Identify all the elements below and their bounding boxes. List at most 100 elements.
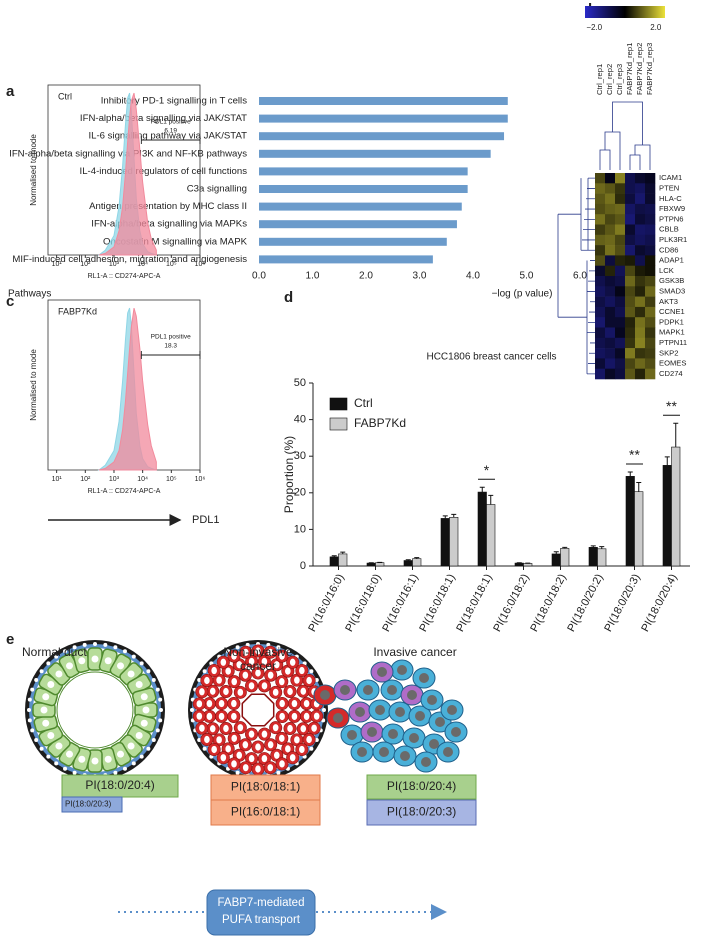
x-tick-label: 10⁵ <box>166 476 177 483</box>
basal-cell <box>151 678 156 683</box>
cell-nucleus <box>196 700 203 708</box>
lumen <box>241 693 275 727</box>
y-axis-title: Normalised to mode <box>29 349 38 421</box>
cell-nucleus <box>261 657 268 666</box>
y-axis-title: Normalised to mode <box>29 134 38 206</box>
heatmap-cell <box>615 296 626 308</box>
bar <box>625 476 635 567</box>
heatmap-cell <box>595 255 606 266</box>
cell-nucleus <box>42 693 50 701</box>
basal-cell <box>39 746 44 751</box>
cell-nucleus <box>300 687 307 695</box>
heatmap-cell <box>605 368 616 380</box>
basal-cell <box>63 649 68 654</box>
cell-nucleus <box>218 699 225 708</box>
bar <box>523 563 533 567</box>
error-bar <box>331 555 337 557</box>
cell-nucleus <box>363 685 373 695</box>
cell-nucleus <box>42 719 50 727</box>
heatmap-cell <box>645 317 656 328</box>
basal-cell <box>46 661 51 666</box>
cell-nucleus <box>220 754 227 762</box>
bar <box>259 220 457 229</box>
heatmap-cell <box>615 214 626 225</box>
cell-nucleus <box>313 712 320 720</box>
bar <box>259 255 433 264</box>
heatmap-cell <box>635 224 646 236</box>
error-bar <box>340 551 346 554</box>
cell-nucleus <box>223 687 229 696</box>
bar <box>366 562 376 567</box>
heatmap-cell <box>595 327 606 339</box>
heatmap-cell <box>615 317 626 328</box>
cell-nucleus <box>261 730 268 738</box>
cell-nucleus <box>294 676 300 684</box>
cell-nucleus <box>237 688 244 696</box>
heatmap-cell <box>645 183 656 194</box>
heatmap-cell <box>595 173 606 184</box>
heatmap-cell <box>625 276 636 287</box>
lipid-label: PI(16:0/18:1) <box>231 805 300 819</box>
row-label: MAPK1 <box>659 328 685 337</box>
heatmap-cell <box>645 245 656 256</box>
chart-title: HCC1806 breast cancer cells <box>426 352 556 363</box>
heatmap-cell <box>595 368 606 380</box>
cell-nucleus <box>231 652 237 660</box>
cell-nucleus <box>299 745 305 754</box>
stage-title: Normal duct <box>22 645 87 659</box>
basal-cell <box>146 746 151 751</box>
heatmap-cell <box>615 224 626 236</box>
cell-nucleus <box>242 671 249 679</box>
transport-label: PUFA transport <box>222 914 301 926</box>
heatmap-cell <box>635 276 646 287</box>
y-tick-label: 0 <box>300 560 306 572</box>
basal-cell <box>202 669 207 674</box>
cell-nucleus <box>299 666 305 675</box>
cell-nucleus <box>333 713 343 723</box>
basal-cell <box>54 761 59 766</box>
cell-nucleus <box>204 676 210 685</box>
error-bar <box>562 546 568 549</box>
y-tick-label: 40 <box>294 414 306 426</box>
heatmap-cell <box>645 193 656 205</box>
panel-letter: a <box>6 83 15 100</box>
heatmap-cell <box>605 193 616 205</box>
cell-nucleus <box>273 661 280 669</box>
basal-cell <box>27 708 31 712</box>
legend-label: Ctrl <box>354 396 373 410</box>
x-tick-label: 10⁶ <box>195 476 206 483</box>
x-tick-label: PI(16:0/16:0) <box>306 572 346 634</box>
basal-cell <box>159 708 163 712</box>
cell-nucleus <box>40 706 48 714</box>
cell-nucleus <box>127 742 135 750</box>
cell-nucleus <box>248 730 255 738</box>
heatmap-cell <box>615 358 626 369</box>
basal-cell <box>158 718 163 723</box>
heatmap-cell <box>645 224 656 236</box>
cell-nucleus <box>303 712 310 720</box>
cell-nucleus <box>248 754 255 763</box>
row-label: SMAD3 <box>659 286 685 295</box>
basal-cell <box>93 642 97 646</box>
bar <box>662 465 672 567</box>
heatmap-cell <box>625 317 636 328</box>
bar <box>329 556 339 567</box>
category-label: IFN-alpha/beta signalling via JAK/STAT <box>80 113 247 124</box>
error-bar <box>673 422 679 448</box>
category-label: IFN-alpha/beta signalling via MAPKs <box>91 219 247 230</box>
heatmap-cell <box>595 203 606 215</box>
cell-nucleus <box>287 724 293 733</box>
column-label: Ctrl_rep1 <box>595 64 604 95</box>
heatmap-cell <box>645 234 656 246</box>
lipid-label: PI(18:0/20:3) <box>65 800 112 809</box>
cell-nucleus <box>78 755 86 763</box>
basal-cell <box>197 737 202 742</box>
cell-nucleus <box>379 747 389 757</box>
heatmap-cell <box>645 358 656 369</box>
basal-cell <box>131 654 136 659</box>
row-label: FBXW9 <box>659 204 685 213</box>
cell-nucleus <box>261 682 268 690</box>
heatmap-cell <box>635 193 646 205</box>
heatmap-cell <box>645 265 656 277</box>
x-tick-label: 2.0 <box>359 271 373 282</box>
